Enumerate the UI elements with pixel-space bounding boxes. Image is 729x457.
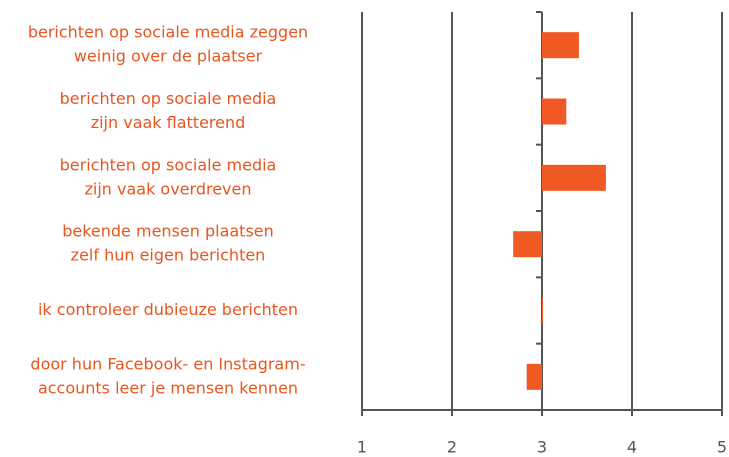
bar	[513, 231, 542, 258]
category-label: berichten op sociale media	[60, 155, 277, 174]
x-tick-label: 4	[627, 438, 637, 457]
category-label: weinig over de plaatser	[74, 47, 263, 66]
bar	[542, 98, 567, 125]
bar	[542, 32, 579, 59]
category-label: bekende mensen plaatsen	[62, 222, 274, 241]
category-label: zijn vaak overdreven	[84, 179, 251, 198]
bar	[542, 164, 606, 191]
category-label: door hun Facebook- en Instagram-	[30, 354, 305, 373]
bar	[542, 297, 543, 324]
category-label: berichten op sociale media zeggen	[28, 23, 308, 42]
x-tick-label: 5	[717, 438, 727, 457]
category-label: accounts leer je mensen kennen	[38, 378, 298, 397]
category-label: berichten op sociale media	[60, 89, 277, 108]
x-tick-label: 1	[357, 438, 367, 457]
bar	[526, 363, 542, 390]
x-tick-label: 2	[447, 438, 457, 457]
category-label: zelf hun eigen berichten	[71, 246, 266, 265]
x-tick-label: 3	[537, 438, 547, 457]
category-label: zijn vaak flatterend	[91, 113, 246, 132]
category-label: ik controleer dubieuze berichten	[38, 300, 298, 319]
